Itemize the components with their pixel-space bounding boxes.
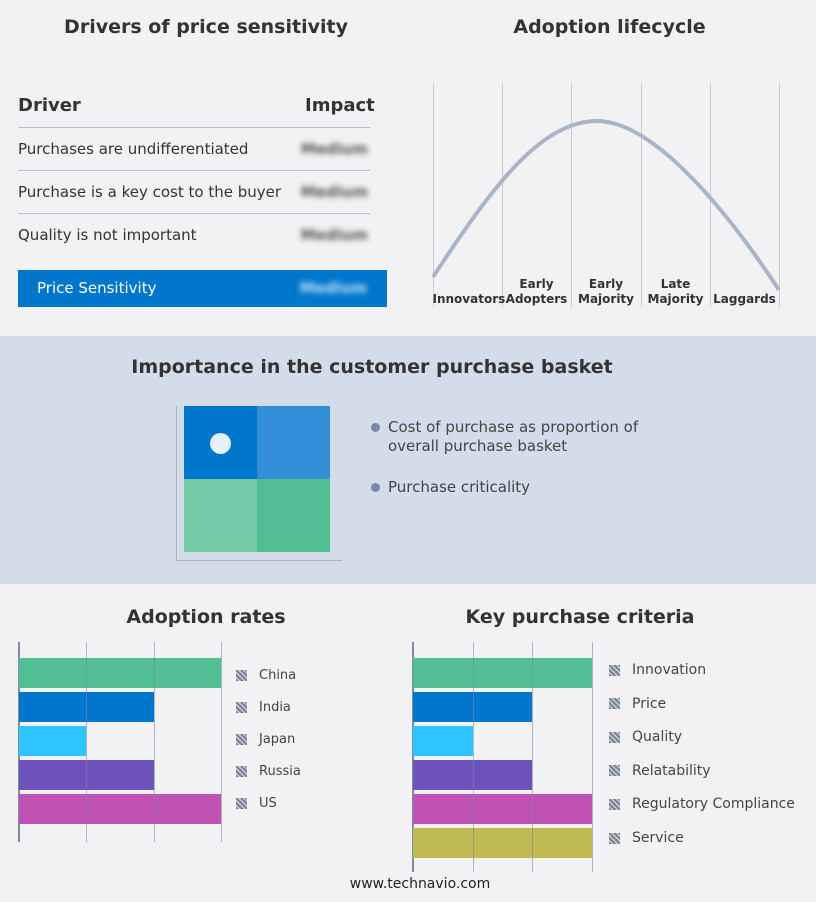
basket-y-axis — [176, 406, 177, 560]
lifecycle-divider — [571, 83, 572, 307]
legend-label: Price — [632, 695, 667, 712]
legend-label: Innovation — [632, 662, 707, 678]
legend-label: Service — [632, 830, 684, 846]
legend-label: Japan — [259, 732, 296, 747]
bar — [413, 658, 592, 688]
bar — [413, 794, 592, 824]
legend-item: Innovation — [609, 662, 706, 678]
lifecycle-stage-label: Early Majority — [578, 277, 634, 306]
bullet-icon — [371, 423, 380, 432]
basket-cell-bottom-left — [184, 479, 257, 552]
key-purchase-criteria-title: Key purchase criteria — [465, 606, 695, 628]
impact-column-header: Impact — [305, 95, 375, 116]
bar — [19, 658, 221, 688]
adoption-curve-line — [431, 118, 781, 292]
lifecycle-stage-label: Laggards — [713, 292, 776, 306]
gridline — [221, 642, 222, 842]
legend-item: Relatability — [609, 763, 711, 779]
legend-swatch-icon — [609, 765, 620, 777]
lifecycle-stage-label: Early Adopters — [505, 277, 568, 306]
summary-label: Price Sensitivity — [37, 279, 157, 297]
basket-cell-bottom-right — [257, 479, 330, 552]
gridline — [592, 642, 593, 872]
bullet-icon — [371, 483, 380, 492]
lifecycle-stage-label: Late Majority — [647, 277, 704, 306]
driver-row: Quality is not important Medium — [18, 213, 370, 256]
legend-label: Regulatory Compliance — [632, 796, 795, 813]
legend-item: Quality — [609, 729, 682, 745]
basket-position-marker — [210, 433, 231, 454]
legend-label: Relatability — [632, 762, 711, 779]
legend-item: US — [236, 796, 277, 811]
bar — [19, 794, 221, 824]
lifecycle-title: Adoption lifecycle — [513, 16, 706, 38]
legend-label: China — [259, 668, 297, 683]
legend-swatch-icon — [609, 731, 620, 743]
bar — [413, 828, 592, 858]
legend-item: Service — [609, 830, 684, 846]
legend-item: Price — [609, 696, 666, 712]
basket-title: Importance in the customer purchase bask… — [131, 356, 613, 378]
legend-swatch-icon — [236, 798, 247, 809]
legend-item: Japan — [236, 732, 295, 747]
legend-swatch-icon — [236, 766, 247, 777]
basket-legend-label: Cost of purchase as proportion of overal… — [388, 418, 639, 455]
driver-row: Purchase is a key cost to the buyer Mediu… — [18, 170, 370, 213]
legend-swatch-icon — [236, 734, 247, 745]
legend-item: China — [236, 668, 296, 683]
legend-swatch-icon — [236, 702, 247, 713]
adoption-rates-title: Adoption rates — [126, 606, 286, 628]
lifecycle-divider — [779, 83, 780, 307]
basket-legend-item: Cost of purchase as proportion of overal… — [371, 418, 641, 456]
bar — [19, 726, 87, 756]
legend-label: Quality — [632, 729, 683, 746]
legend-label: Russia — [259, 764, 301, 779]
basket-legend-label: Purchase criticality — [388, 478, 531, 496]
gridline — [472, 642, 474, 872]
legend-swatch-icon — [609, 832, 620, 844]
lifecycle-divider — [641, 83, 642, 307]
impact-value: Medium — [300, 140, 368, 158]
price-sensitivity-summary: Price Sensitivity Medium — [18, 270, 387, 307]
driver-row: Purchases are undifferentiated Medium — [18, 127, 370, 170]
summary-impact: Medium — [299, 279, 367, 297]
basket-legend-item: Purchase criticality — [371, 478, 530, 497]
legend-swatch-icon — [609, 664, 620, 676]
footer-url[interactable]: www.technavio.com — [349, 876, 491, 892]
basket-x-axis — [176, 560, 342, 561]
lifecycle-divider — [502, 83, 503, 307]
legend-swatch-icon — [236, 670, 247, 681]
basket-cell-top-right — [257, 406, 330, 479]
lifecycle-stage-label: Innovators — [432, 292, 506, 306]
legend-item: Regulatory Compliance — [609, 796, 795, 812]
bar-axis — [412, 642, 414, 872]
legend-swatch-icon — [609, 698, 620, 710]
driver-label: Purchase is a key cost to the buyer — [18, 183, 282, 201]
legend-swatch-icon — [609, 798, 620, 810]
legend-item: Russia — [236, 764, 301, 779]
lifecycle-divider — [710, 83, 711, 307]
impact-value: Medium — [300, 226, 368, 244]
legend-item: India — [236, 700, 291, 715]
bar — [413, 726, 473, 756]
lifecycle-divider — [433, 83, 434, 307]
driver-column-header: Driver — [18, 95, 81, 116]
gridline — [86, 642, 88, 842]
basket-band — [0, 336, 816, 584]
adoption-curve — [431, 118, 781, 292]
driver-label: Quality is not important — [18, 226, 197, 244]
legend-label: US — [259, 796, 277, 811]
driver-label: Purchases are undifferentiated — [18, 140, 249, 158]
drivers-title: Drivers of price sensitivity — [64, 16, 348, 38]
impact-value: Medium — [300, 183, 368, 201]
legend-label: India — [259, 700, 291, 715]
gridline — [153, 642, 155, 842]
gridline — [532, 642, 534, 872]
